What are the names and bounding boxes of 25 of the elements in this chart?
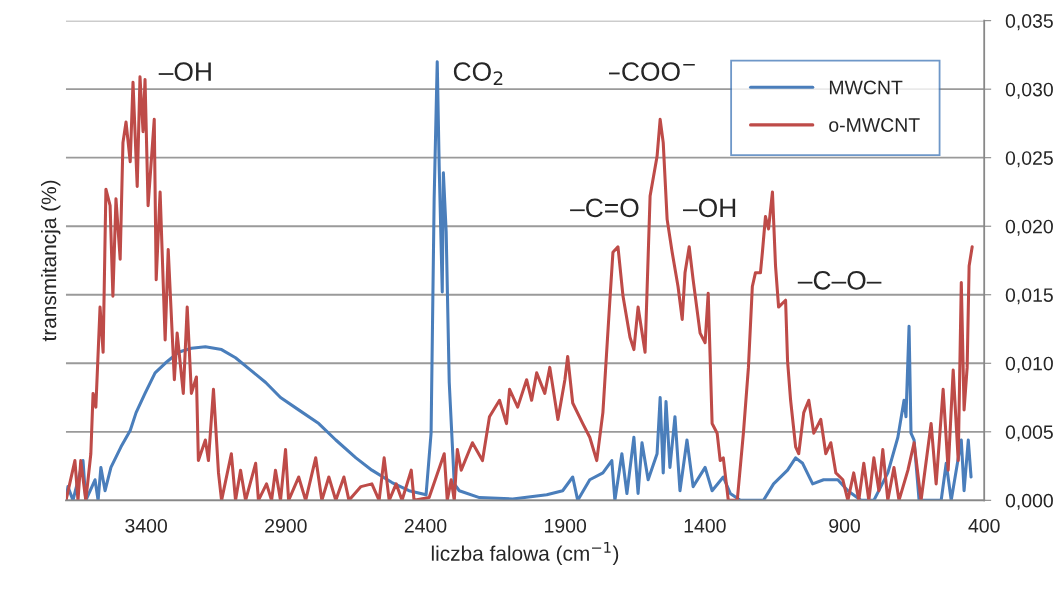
y-axis-title: transmitancja (%) bbox=[40, 180, 61, 342]
x-tick-label: 900 bbox=[829, 518, 860, 533]
x-tick-label: 400 bbox=[968, 518, 1000, 533]
y-tick-label: 0,025 bbox=[1005, 151, 1053, 168]
annotation: –C–O– bbox=[797, 270, 882, 290]
legend-label: MWCNT bbox=[829, 80, 903, 95]
y-tick-label: 0,020 bbox=[1005, 219, 1053, 236]
x-tick-label: 2400 bbox=[404, 518, 447, 533]
y-tick-label: 0,000 bbox=[1005, 493, 1053, 510]
x-tick-label: 3400 bbox=[125, 518, 168, 533]
y-tick-label: 0,010 bbox=[1005, 356, 1053, 373]
x-tick-label: 2900 bbox=[265, 518, 307, 533]
y-tick-label: 0,005 bbox=[1005, 425, 1053, 442]
x-tick-label: 1400 bbox=[684, 518, 726, 533]
annotation: –C=O bbox=[570, 198, 639, 218]
y-tick-label: 0,035 bbox=[1005, 14, 1053, 31]
legend-label: o-MWCNT bbox=[829, 118, 920, 132]
annotation: –OH bbox=[158, 62, 211, 81]
y-tick-label: 0,015 bbox=[1005, 288, 1053, 305]
annotation: –COO$^{−}$ bbox=[609, 62, 695, 81]
y-tick-label: 0,030 bbox=[1005, 82, 1053, 99]
x-tick-label: 1900 bbox=[545, 518, 587, 533]
annotation: CO$_{2}$ bbox=[453, 62, 503, 85]
x-axis-title: liczba falowa (cm$^{−1}$) bbox=[431, 542, 619, 565]
annotation: –OH bbox=[683, 198, 736, 218]
